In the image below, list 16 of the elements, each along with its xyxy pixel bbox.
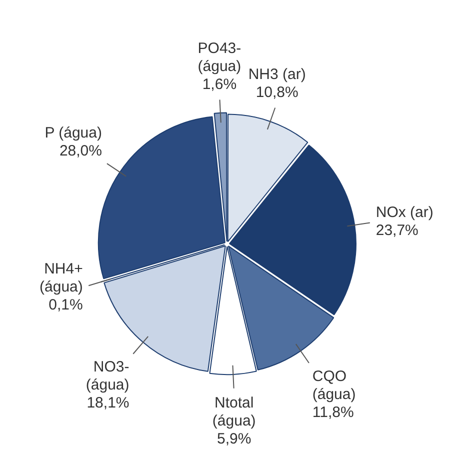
data-label: 18,1% (86, 394, 130, 412)
slice-label: PO43- (água) (198, 40, 242, 75)
data-label: 1,6% (202, 76, 237, 93)
slice-label: Ntotal (água) (212, 394, 256, 430)
slice-label: CQO (água) (312, 368, 356, 404)
data-label: 28,0% (59, 142, 102, 160)
data-label: 5,9% (216, 430, 252, 448)
data-label: 23,7% (376, 222, 418, 239)
slice-label: NH3 (ar) (248, 66, 306, 84)
data-label: 11,8% (312, 404, 354, 422)
slice-label: P (água) (44, 124, 102, 142)
data-label: 10,8% (256, 84, 298, 102)
slice-label: NO3- (água) (86, 358, 130, 394)
data-label: 0,1% (48, 296, 83, 314)
slice-label: NOx (ar) (376, 204, 434, 221)
slice-label: NH4+ (água) (40, 260, 84, 296)
